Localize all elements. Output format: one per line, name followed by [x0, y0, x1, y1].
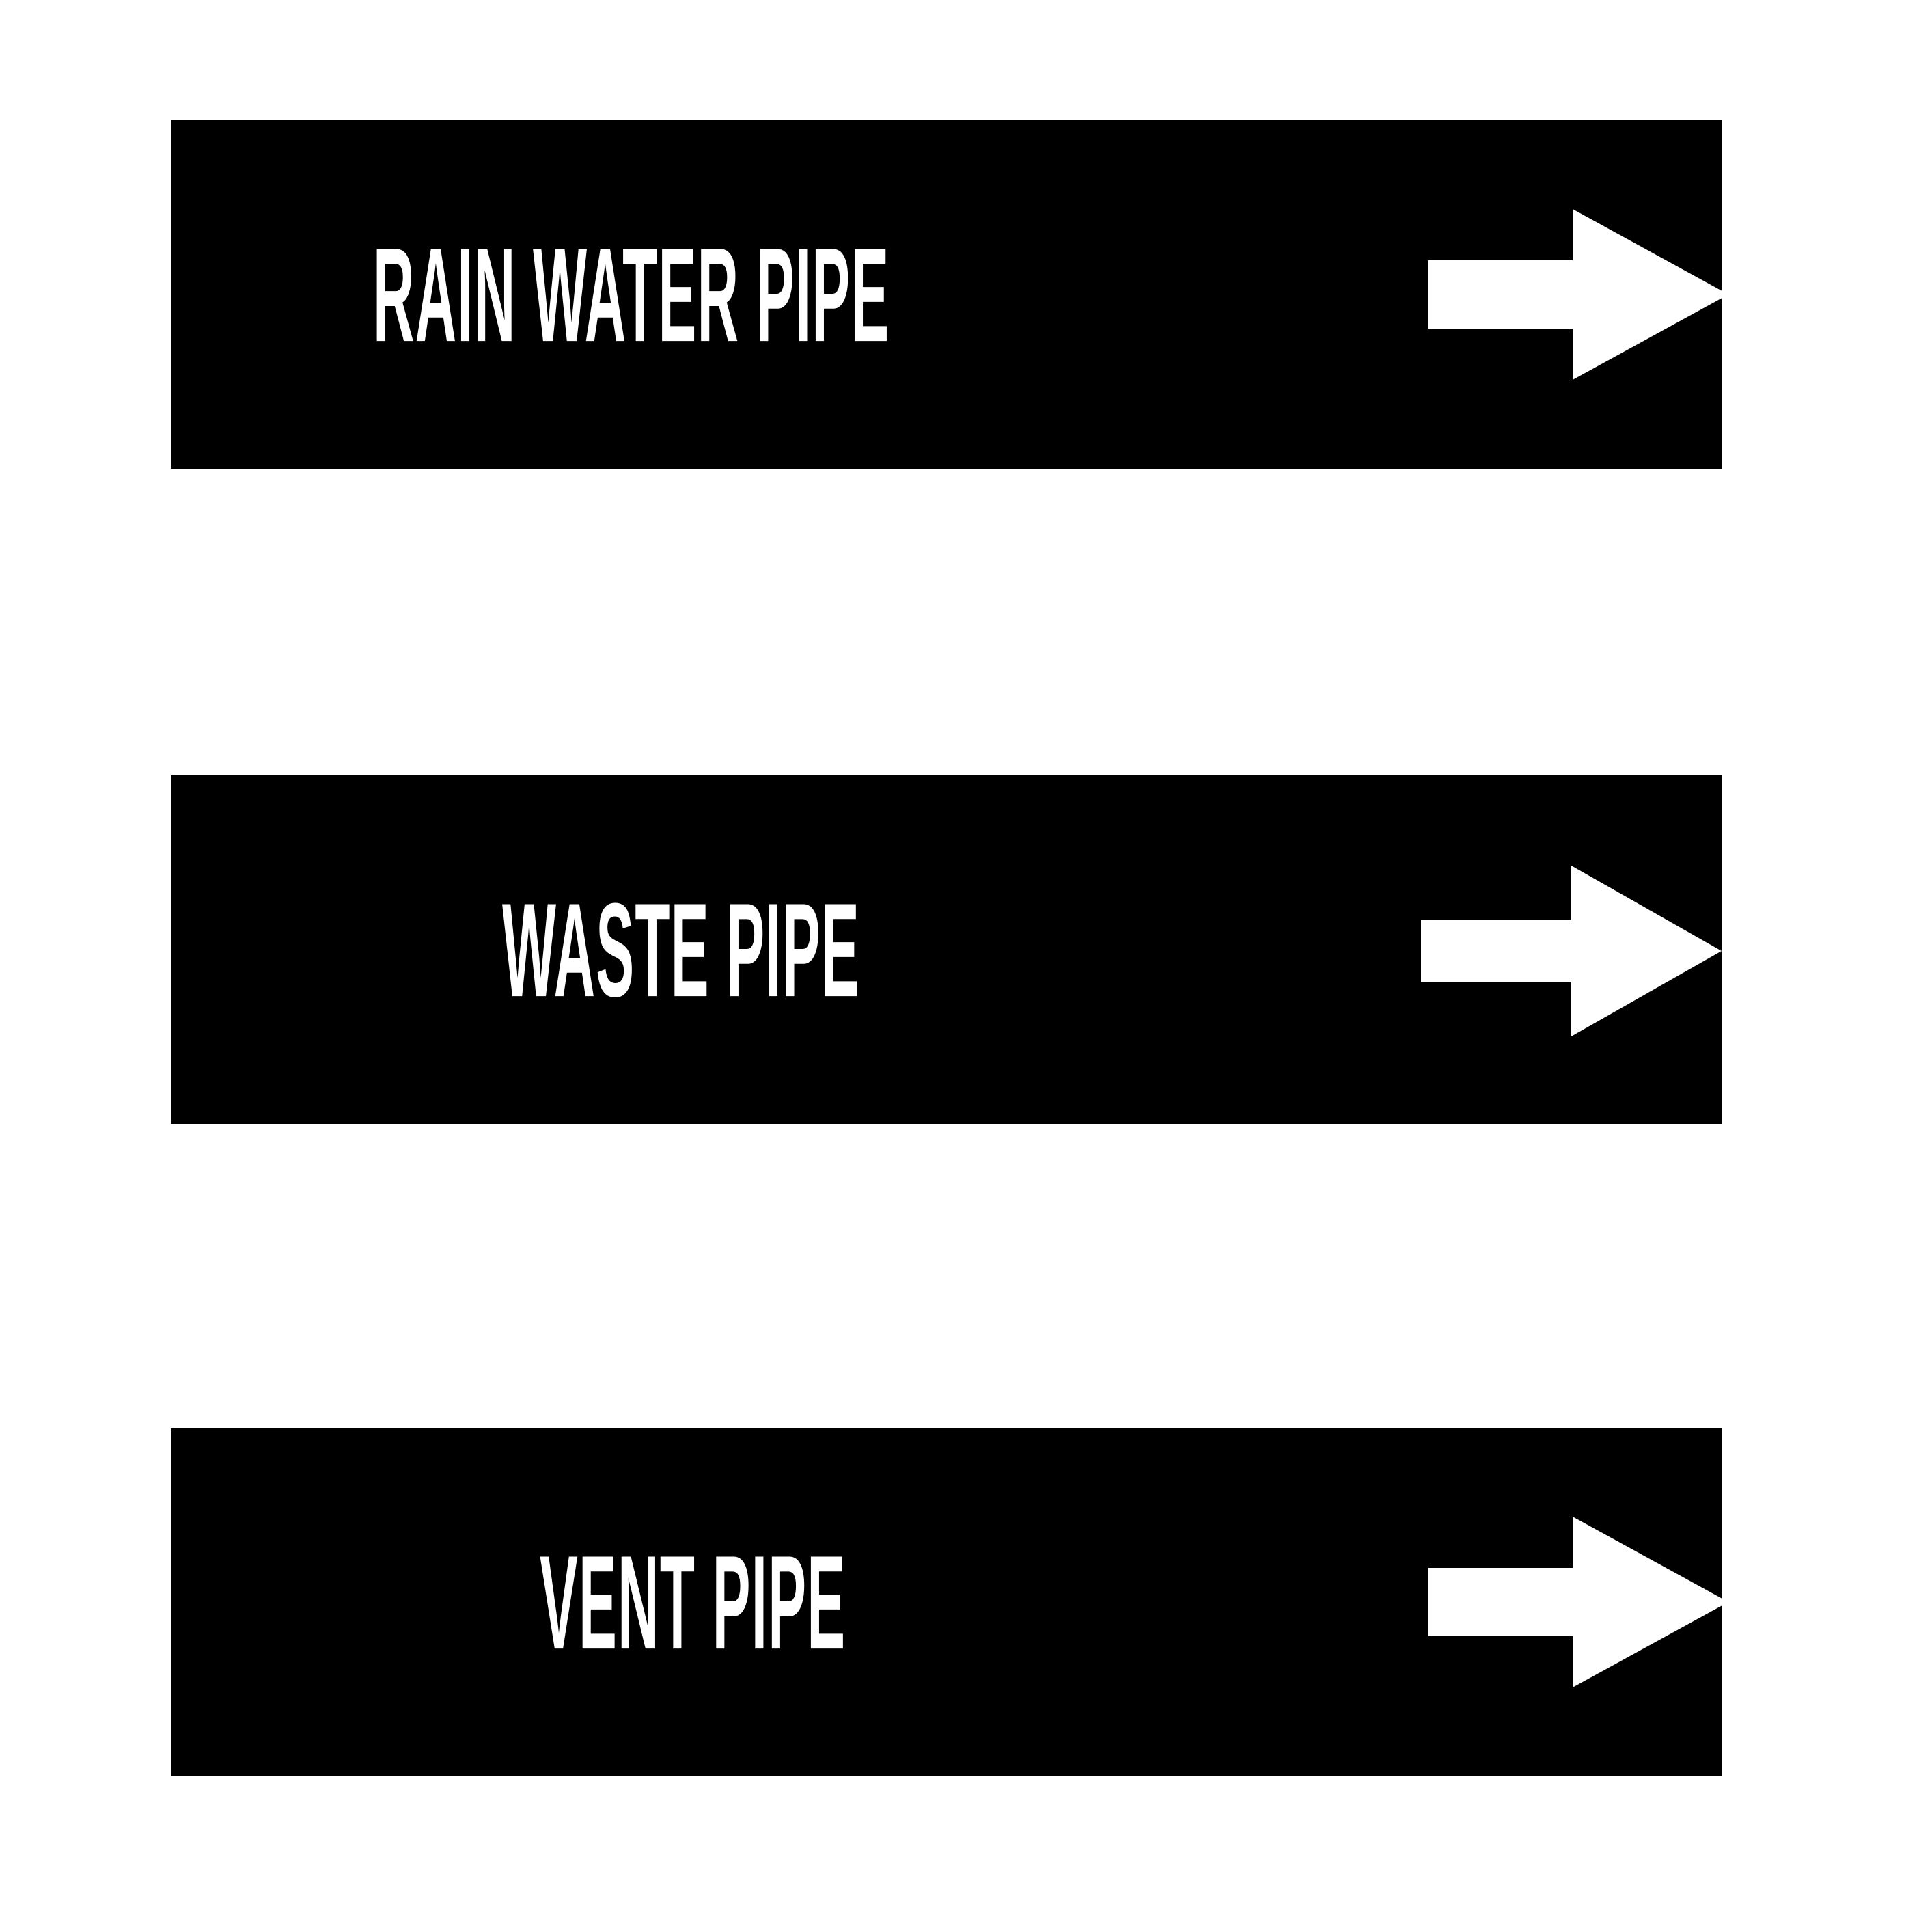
right-arrow-icon	[1421, 866, 1722, 1036]
pipe-label-vent: VENT PIPE	[171, 1428, 1728, 1776]
right-arrow-icon	[1428, 1517, 1728, 1687]
pipe-label-text: VENT PIPE	[540, 1527, 846, 1677]
right-arrow-icon	[1428, 209, 1728, 380]
pipe-label-text: RAIN WATER PIPE	[373, 219, 890, 370]
pipe-label-text: WASTE PIPE	[502, 874, 861, 1025]
pipe-label-waste: WASTE PIPE	[171, 775, 1722, 1124]
pipe-label-rain-water: RAIN WATER PIPE	[171, 120, 1728, 469]
